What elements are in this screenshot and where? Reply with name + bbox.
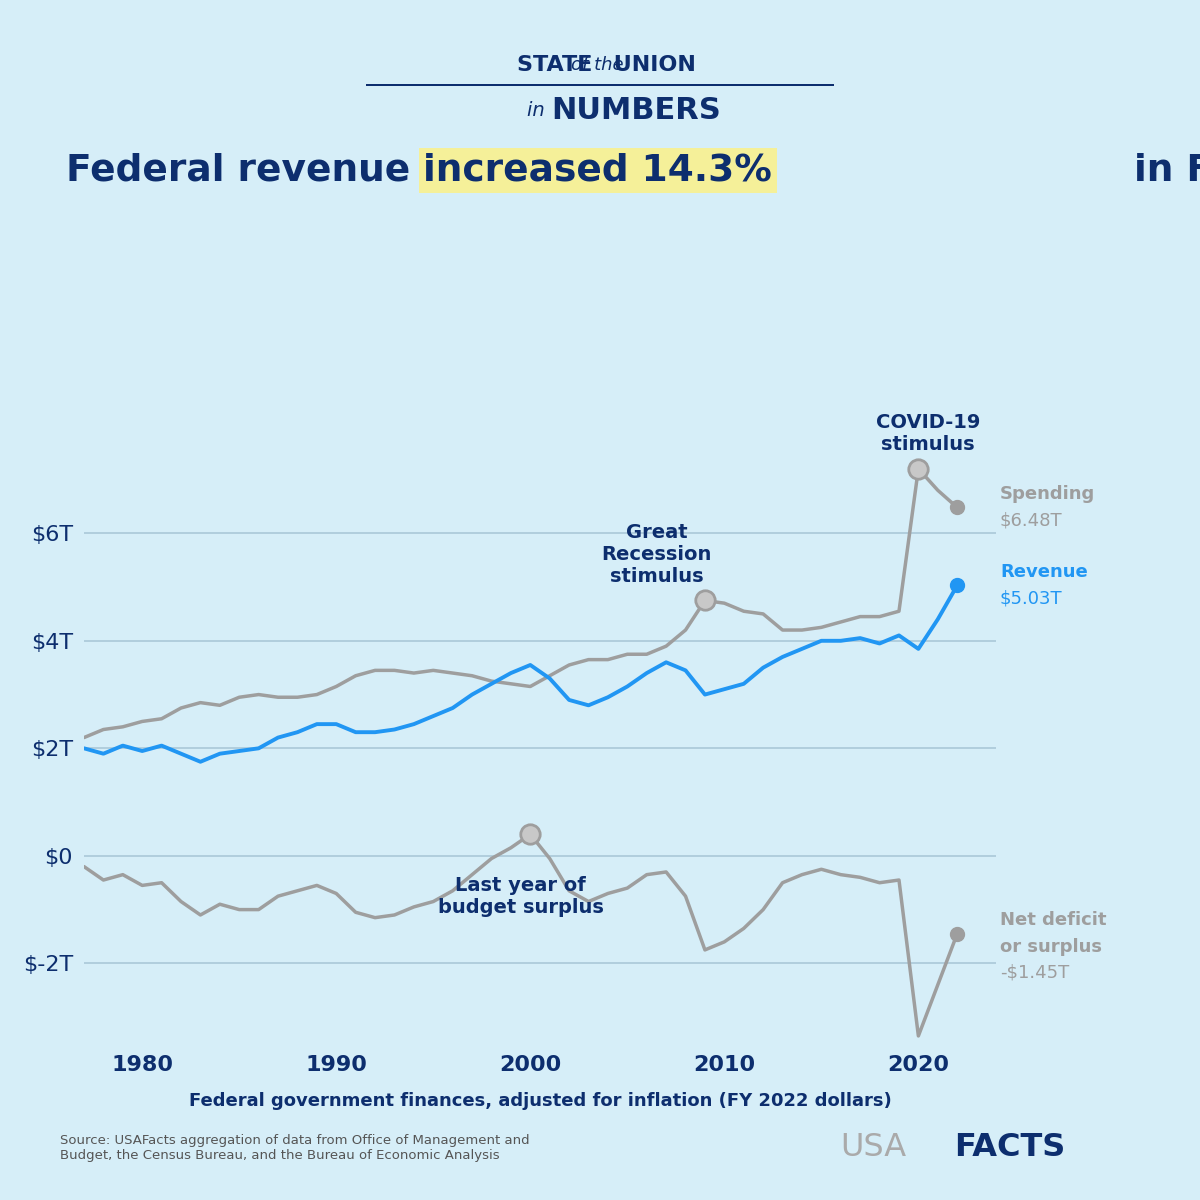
Text: Great
Recession
stimulus: Great Recession stimulus (601, 523, 712, 587)
Text: Net deficit: Net deficit (1000, 912, 1106, 930)
Text: USA: USA (840, 1132, 906, 1163)
Text: of the: of the (571, 55, 629, 73)
Text: Spending: Spending (1000, 485, 1096, 503)
Text: NUMBERS: NUMBERS (551, 96, 720, 125)
X-axis label: Federal government finances, adjusted for inflation (FY 2022 dollars): Federal government finances, adjusted fo… (188, 1092, 892, 1110)
Text: in FY 2022: in FY 2022 (1121, 152, 1200, 188)
Text: FACTS: FACTS (954, 1132, 1066, 1163)
Text: or surplus: or surplus (1000, 938, 1102, 956)
Text: Revenue: Revenue (1000, 563, 1087, 581)
Text: UNION: UNION (606, 55, 696, 74)
Text: increased 14.3%: increased 14.3% (424, 152, 772, 188)
Text: in: in (527, 101, 551, 120)
Text: COVID-19
stimulus: COVID-19 stimulus (876, 413, 980, 455)
Text: Source: USAFacts aggregation of data from Office of Management and
Budget, the C: Source: USAFacts aggregation of data fro… (60, 1134, 529, 1162)
Text: Last year of
budget surplus: Last year of budget surplus (438, 876, 604, 917)
Text: -$1.45T: -$1.45T (1000, 964, 1069, 982)
Text: Federal revenue: Federal revenue (66, 152, 424, 188)
Text: $5.03T: $5.03T (1000, 589, 1062, 607)
Text: $6.48T: $6.48T (1000, 511, 1062, 529)
Text: STATE: STATE (517, 55, 600, 74)
